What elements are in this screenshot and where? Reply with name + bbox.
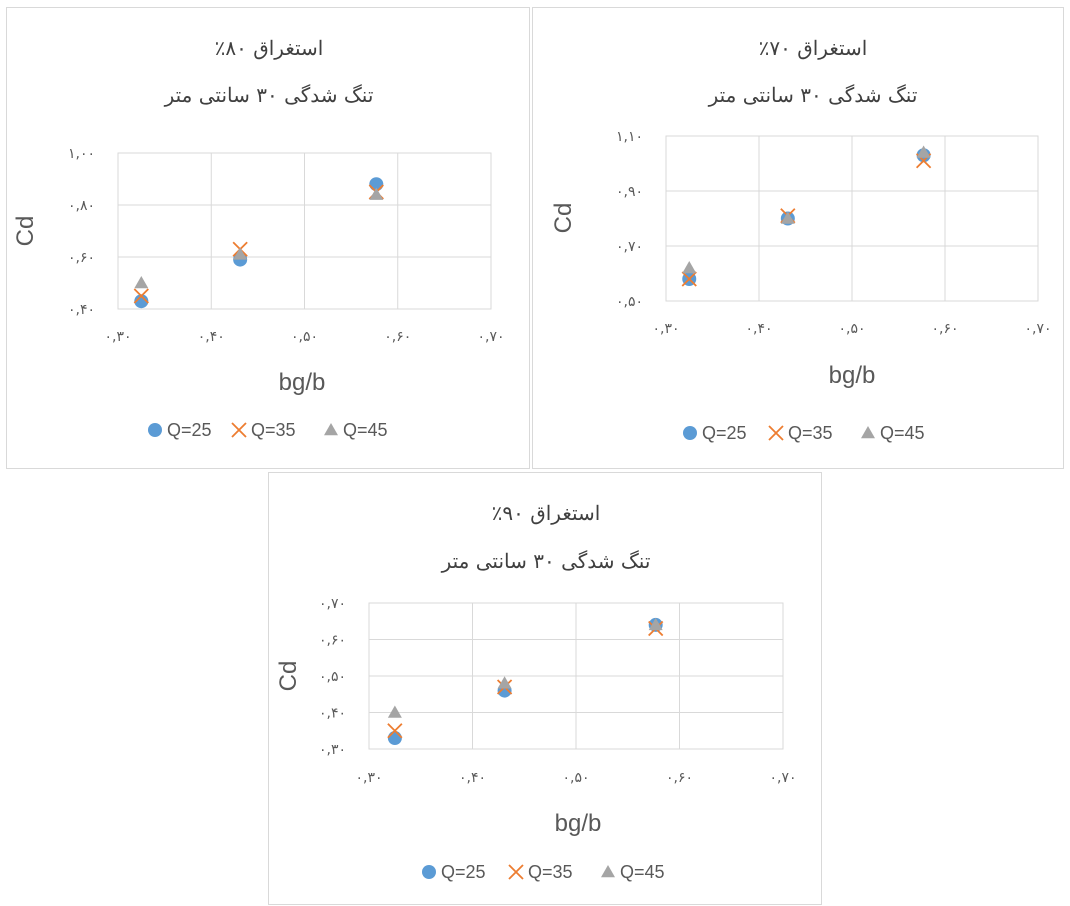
- data-point: [387, 723, 403, 739]
- data-point: [134, 294, 149, 309]
- legend-label: Q=25: [441, 862, 486, 882]
- chart-panel-70: استغراق ۷۰٪ تنگ شدگی ۳۰ سانتی متر ۰,۳۰ ۰,۴۰…: [532, 7, 1064, 469]
- legend-label: Q=35: [528, 862, 573, 882]
- scatter-chart-70: استغراق ۷۰٪ تنگ شدگی ۳۰ سانتی متر ۰,۳۰ ۰,۴۰…: [550, 36, 1052, 443]
- plot-area: [117, 152, 492, 310]
- legend-marker: [422, 865, 436, 879]
- x-tick-label: ۰,۳۰: [355, 770, 382, 786]
- data-point: [916, 145, 931, 158]
- data-point: [369, 187, 384, 200]
- legend-marker: [861, 426, 875, 439]
- series-Q=35: [387, 620, 664, 739]
- legend: Q=25 Q=35 Q=45: [683, 423, 925, 443]
- x-tick-label: ۰,۷۰: [1024, 321, 1051, 337]
- y-axis-title: Cd: [550, 203, 577, 234]
- y-tick-label: ۰,۹۰: [616, 184, 643, 200]
- legend: Q=25 Q=35 Q=45: [422, 862, 665, 882]
- legend-marker: [601, 865, 615, 878]
- legend-marker: [148, 423, 162, 437]
- chart-subtitle: تنگ شدگی ۳۰ سانتی متر: [708, 83, 918, 107]
- scatter-chart-80: استغراق ۸۰٪ تنگ شدگی ۳۰ سانتی متر ۰,۳۰ ۰,۴۰…: [12, 36, 505, 440]
- x-tick-label: ۰,۷۰: [477, 329, 504, 345]
- series-Q=25: [387, 617, 663, 746]
- y-tick-label: ۰,۸۰: [68, 198, 95, 214]
- y-tick-label: ۰,۴۰: [68, 302, 95, 318]
- x-tick-label: ۰,۳۰: [104, 329, 131, 345]
- legend-marker: [768, 425, 784, 441]
- chart-subtitle: تنگ شدگی ۳۰ سانتی متر: [164, 83, 374, 107]
- legend-marker: [683, 426, 697, 440]
- x-tick-label: ۰,۴۰: [459, 770, 486, 786]
- y-tick-label: ۰,۶۰: [319, 633, 346, 649]
- x-tick-label: ۰,۴۰: [745, 321, 772, 337]
- y-tick-label: ۰,۵۰: [319, 669, 346, 685]
- grid: [368, 602, 784, 750]
- y-tick-label: ۰,۷۰: [616, 239, 643, 255]
- plot-area: [368, 602, 784, 750]
- x-tick-label: ۰,۶۰: [666, 770, 693, 786]
- legend-label: Q=45: [880, 423, 925, 443]
- data-point: [387, 731, 402, 746]
- data-point: [134, 276, 149, 289]
- y-tick-label: ۱,۱۰: [616, 129, 643, 145]
- chart-title: استغراق ۸۰٪: [215, 36, 324, 60]
- series-Q=45: [387, 617, 663, 718]
- chart-title: استغراق ۷۰٪: [759, 36, 868, 60]
- plot-area: [665, 135, 1039, 302]
- chart-panel-90: استغراق ۹۰٪ تنگ شدگی ۳۰ سانتی متر ۰,۳۰ ۰,۴۰…: [268, 472, 822, 905]
- legend-label: Q=25: [702, 423, 747, 443]
- legend-label: Q=35: [788, 423, 833, 443]
- x-tick-label: ۰,۶۰: [931, 321, 958, 337]
- legend-marker: [231, 422, 247, 438]
- x-tick-label: ۰,۳۰: [652, 321, 679, 337]
- y-axis-title: Cd: [12, 216, 39, 247]
- x-tick-label: ۰,۶۰: [384, 329, 411, 345]
- legend-label: Q=45: [343, 420, 388, 440]
- legend-label: Q=35: [251, 420, 296, 440]
- data-point: [648, 617, 663, 631]
- legend-marker: [324, 423, 338, 436]
- x-tick-label: ۰,۵۰: [838, 321, 865, 337]
- y-tick-label: ۰,۵۰: [616, 294, 643, 310]
- series-Q=35: [133, 184, 384, 304]
- data-point: [387, 705, 402, 718]
- y-tick-label: ۰,۶۰: [68, 250, 95, 266]
- x-tick-label: ۰,۷۰: [769, 770, 796, 786]
- y-tick-label: ۱,۰۰: [68, 146, 95, 162]
- y-tick-label: ۰,۴۰: [319, 706, 346, 722]
- chart-panel-80: استغراق ۸۰٪ تنگ شدگی ۳۰ سانتی متر ۰,۳۰ ۰,۴۰…: [6, 7, 530, 469]
- series-Q=45: [134, 187, 384, 289]
- grid: [665, 135, 1039, 302]
- x-tick-label: ۰,۴۰: [198, 329, 225, 345]
- series-Q=35: [681, 153, 932, 287]
- legend-label: Q=45: [620, 862, 665, 882]
- x-tick-label: ۰,۵۰: [291, 329, 318, 345]
- scatter-chart-90: استغراق ۹۰٪ تنگ شدگی ۳۰ سانتی متر ۰,۳۰ ۰,۴۰…: [275, 501, 797, 882]
- legend: Q=25 Q=35 Q=45: [148, 420, 388, 440]
- y-tick-label: ۰,۳۰: [319, 742, 346, 758]
- y-tick-label: ۰,۷۰: [319, 596, 346, 612]
- y-axis-title: Cd: [275, 661, 302, 692]
- series-Q=45: [682, 145, 931, 274]
- chart-subtitle: تنگ شدگی ۳۰ سانتی متر: [441, 549, 651, 573]
- x-axis-title: bg/b: [829, 362, 876, 389]
- data-point: [133, 288, 149, 304]
- x-axis-title: bg/b: [279, 369, 326, 396]
- data-point: [233, 247, 248, 260]
- data-point: [497, 676, 512, 689]
- x-axis-title: bg/b: [555, 810, 602, 837]
- data-point: [780, 211, 795, 224]
- x-tick-label: ۰,۵۰: [562, 770, 589, 786]
- legend-marker: [508, 864, 524, 880]
- series-Q=25: [682, 148, 931, 286]
- legend-label: Q=25: [167, 420, 212, 440]
- data-point: [681, 271, 697, 287]
- grid: [117, 152, 492, 310]
- chart-title: استغراق ۹۰٪: [492, 501, 601, 525]
- series-Q=25: [134, 177, 384, 309]
- data-point: [682, 261, 697, 274]
